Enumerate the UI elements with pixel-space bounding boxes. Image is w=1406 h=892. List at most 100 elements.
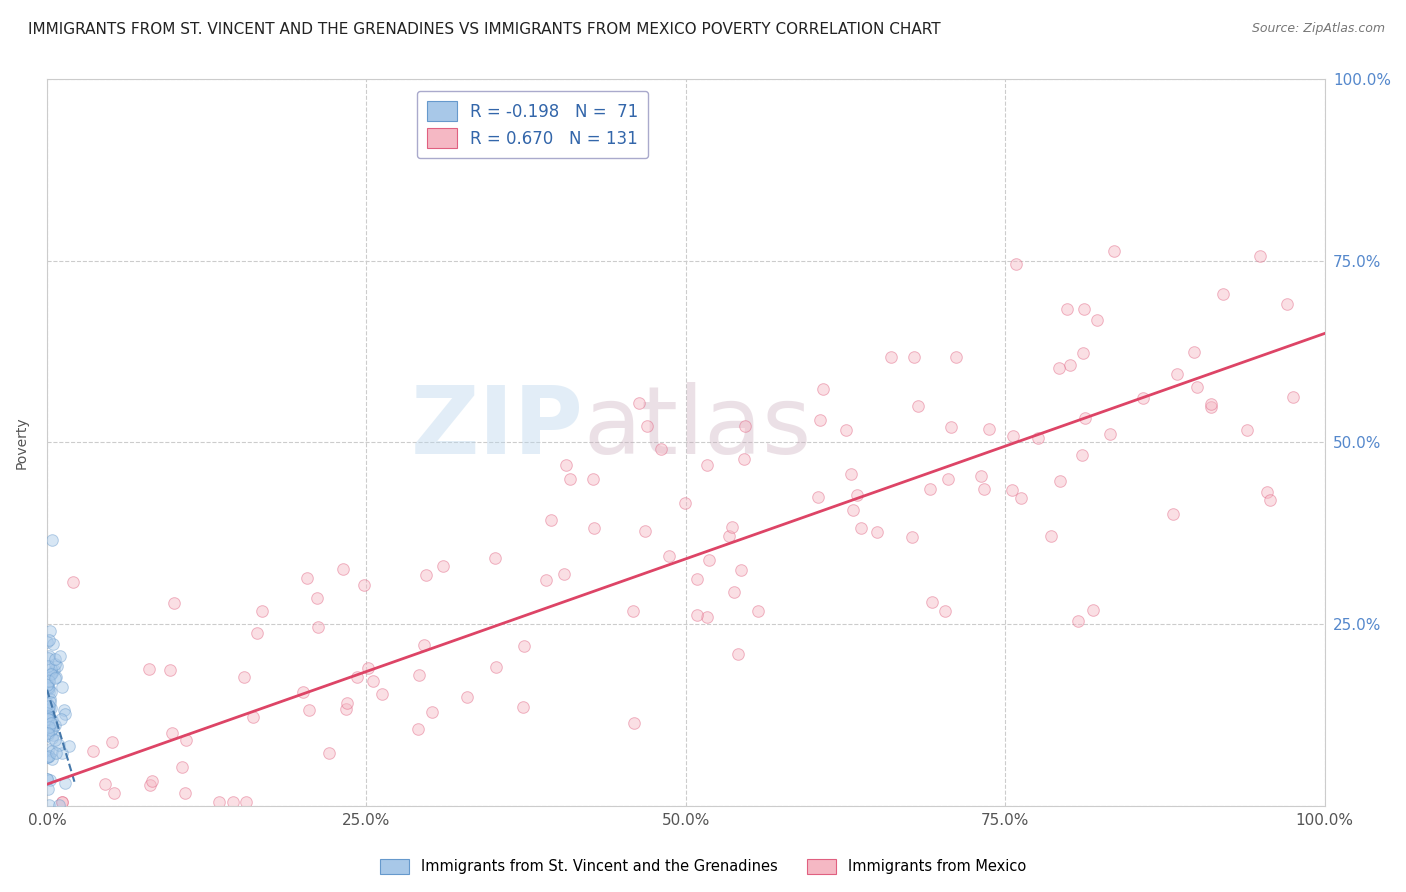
Point (717, 529, 740, 543)
Point (512, 639, 534, 653)
Point (353, 577, 375, 591)
Point (730, 563, 752, 577)
Point (103, 786, 125, 800)
Point (39, 624, 62, 639)
Point (849, 521, 872, 535)
Point (41, 744, 63, 758)
Point (38, 694, 60, 708)
Point (720, 520, 742, 534)
Point (38, 685, 60, 699)
Point (51, 680, 73, 694)
Point (723, 584, 745, 599)
Point (51, 796, 73, 810)
Point (41, 665, 63, 680)
Point (1083, 603, 1105, 617)
Point (907, 399, 929, 413)
Point (1249, 249, 1271, 263)
Point (696, 610, 718, 624)
Point (945, 351, 967, 365)
Point (292, 684, 315, 698)
Point (1236, 423, 1258, 437)
Point (37, 728, 59, 742)
Point (38, 698, 60, 713)
Point (1071, 345, 1094, 359)
Point (1212, 287, 1234, 301)
Point (37, 712, 59, 726)
Point (94, 776, 117, 790)
Point (100, 735, 122, 749)
Text: ZIP: ZIP (411, 382, 583, 474)
Point (1132, 392, 1154, 406)
Point (37, 658, 59, 673)
Point (335, 696, 357, 710)
Point (880, 350, 903, 364)
Point (534, 573, 557, 587)
Point (1001, 483, 1024, 497)
Point (970, 469, 993, 483)
Point (634, 524, 657, 538)
Point (808, 413, 831, 427)
Point (901, 530, 924, 544)
Point (921, 595, 943, 609)
Point (138, 662, 160, 676)
Point (42, 663, 65, 677)
Point (1056, 301, 1078, 316)
Point (222, 796, 245, 810)
Point (44, 732, 66, 747)
Point (835, 423, 858, 437)
Point (1258, 493, 1281, 508)
Point (357, 661, 380, 675)
Point (727, 647, 749, 661)
Point (361, 673, 384, 688)
Point (413, 638, 436, 652)
Point (1047, 360, 1070, 375)
Point (839, 467, 862, 481)
Point (1073, 301, 1095, 316)
Point (141, 773, 163, 788)
Point (332, 561, 354, 575)
Point (37, 749, 59, 764)
Point (42, 636, 65, 650)
Point (1199, 401, 1222, 415)
Point (621, 604, 644, 618)
Point (37, 706, 59, 721)
Point (432, 559, 454, 574)
Point (1001, 428, 1024, 442)
Point (44, 657, 66, 672)
Point (37, 635, 59, 649)
Point (62, 574, 84, 589)
Point (51, 712, 73, 726)
Text: IMMIGRANTS FROM ST. VINCENT AND THE GRENADINES VS IMMIGRANTS FROM MEXICO POVERTY: IMMIGRANTS FROM ST. VINCENT AND THE GREN… (28, 22, 941, 37)
Point (658, 549, 681, 564)
Point (699, 553, 721, 567)
Point (408, 668, 430, 682)
Point (581, 472, 603, 486)
Point (58, 739, 80, 753)
Point (38, 702, 60, 716)
Point (44, 671, 66, 685)
Point (623, 716, 645, 731)
Point (41, 533, 63, 547)
Point (583, 521, 606, 535)
Point (1282, 391, 1305, 405)
Point (934, 604, 956, 618)
Point (335, 701, 357, 715)
Point (246, 625, 269, 640)
Point (174, 786, 197, 800)
Point (1085, 313, 1108, 327)
Point (37, 706, 59, 721)
Point (918, 483, 941, 497)
Point (866, 524, 889, 539)
Legend: Immigrants from St. Vincent and the Grenadines, Immigrants from Mexico: Immigrants from St. Vincent and the Gren… (374, 853, 1032, 880)
Point (39, 662, 62, 676)
Point (1004, 257, 1026, 271)
Point (39, 723, 62, 737)
Point (973, 483, 995, 497)
Point (636, 419, 658, 434)
Point (41, 713, 63, 727)
Point (53, 703, 76, 717)
Point (1059, 358, 1081, 372)
Point (37, 772, 59, 787)
Point (51, 747, 73, 761)
Point (39, 667, 62, 681)
